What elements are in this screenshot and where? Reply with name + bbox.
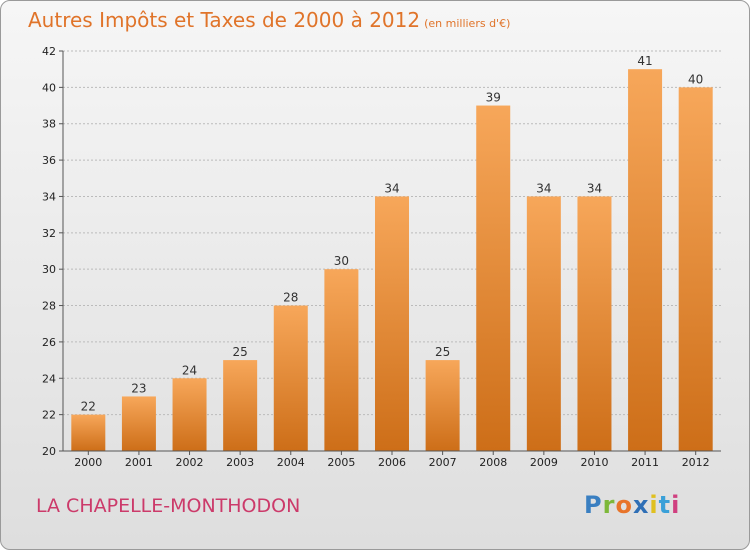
x-tick-label: 2009 bbox=[530, 456, 558, 469]
bar bbox=[678, 87, 713, 451]
x-tick-label: 2001 bbox=[125, 456, 153, 469]
bar-value-label: 28 bbox=[283, 291, 298, 305]
bar-value-label: 39 bbox=[486, 91, 501, 105]
y-tick-label: 24 bbox=[42, 372, 56, 385]
x-tick-label: 2002 bbox=[176, 456, 204, 469]
bar bbox=[172, 378, 207, 451]
logo-letter: r bbox=[602, 491, 616, 519]
logo-letter: x bbox=[632, 491, 650, 519]
bar bbox=[628, 69, 663, 451]
bar bbox=[273, 305, 308, 451]
y-tick-label: 42 bbox=[42, 45, 56, 58]
chart-title: Autres Impôts et Taxes de 2000 à 2012 (en… bbox=[28, 8, 510, 32]
x-tick-label: 2012 bbox=[682, 456, 710, 469]
bar-value-label: 34 bbox=[587, 181, 602, 195]
x-tick-label: 2003 bbox=[226, 456, 254, 469]
bar bbox=[476, 105, 511, 451]
logo-letter: i bbox=[649, 491, 659, 519]
bar bbox=[526, 196, 561, 451]
y-tick-label: 36 bbox=[42, 154, 56, 167]
logo-letter: P bbox=[584, 491, 603, 519]
bar bbox=[324, 269, 359, 451]
logo-letter: i bbox=[671, 491, 681, 519]
y-tick-label: 22 bbox=[42, 409, 56, 422]
x-tick-label: 2010 bbox=[580, 456, 608, 469]
y-tick-label: 40 bbox=[42, 81, 56, 94]
bar-value-label: 24 bbox=[182, 363, 197, 377]
proxiti-logo: Proxiti bbox=[584, 491, 680, 519]
x-tick-label: 2007 bbox=[429, 456, 457, 469]
y-tick-label: 34 bbox=[42, 190, 56, 203]
x-tick-label: 2006 bbox=[378, 456, 406, 469]
bar bbox=[223, 360, 258, 451]
x-tick-label: 2008 bbox=[479, 456, 507, 469]
bar bbox=[121, 396, 156, 451]
chart-unit-label: (en milliers d'€) bbox=[424, 17, 511, 30]
bar bbox=[577, 196, 612, 451]
y-tick-label: 26 bbox=[42, 336, 56, 349]
logo-letter: t bbox=[658, 491, 672, 519]
bar bbox=[375, 196, 409, 451]
x-tick-label: 2011 bbox=[631, 456, 659, 469]
bar-value-label: 30 bbox=[334, 254, 349, 268]
y-tick-label: 32 bbox=[42, 227, 56, 240]
bar bbox=[71, 414, 106, 451]
y-tick-label: 30 bbox=[42, 263, 56, 276]
bar-value-label: 34 bbox=[536, 181, 551, 195]
logo-letter: o bbox=[615, 491, 633, 519]
bar bbox=[425, 360, 460, 451]
y-tick-label: 28 bbox=[42, 300, 56, 313]
x-tick-label: 2005 bbox=[327, 456, 355, 469]
bar-value-label: 25 bbox=[435, 345, 450, 359]
bar-value-label: 34 bbox=[384, 181, 399, 195]
x-tick-label: 2004 bbox=[277, 456, 305, 469]
bar-value-label: 23 bbox=[131, 381, 146, 395]
x-tick-label: 2000 bbox=[74, 456, 102, 469]
commune-name: LA CHAPELLE-MONTHODON bbox=[36, 495, 301, 517]
chart-title-text: Autres Impôts et Taxes de 2000 à 2012 bbox=[28, 8, 421, 32]
y-tick-label: 38 bbox=[42, 118, 56, 131]
bar-value-label: 22 bbox=[81, 400, 96, 414]
bar-value-label: 40 bbox=[688, 72, 703, 86]
bar-value-label: 25 bbox=[233, 345, 248, 359]
y-tick-label: 20 bbox=[42, 445, 56, 458]
bar-value-label: 41 bbox=[637, 54, 652, 68]
